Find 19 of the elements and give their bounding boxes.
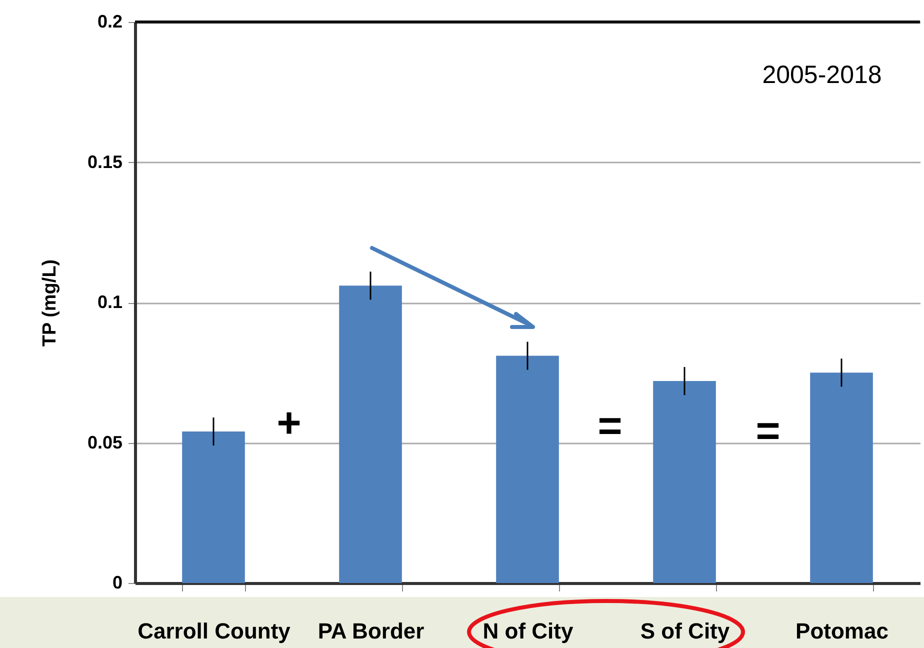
x-tick-label: PA Border — [318, 618, 425, 644]
annotation: = — [756, 407, 780, 454]
x-tick-label: Potomac — [796, 618, 888, 644]
x-tick-label: N of City — [482, 618, 574, 644]
annotation: + — [276, 399, 302, 446]
bar — [653, 381, 716, 583]
bar — [182, 432, 245, 583]
x-tick-label: Carroll County — [138, 618, 292, 644]
y-tick-label: 0.1 — [97, 292, 122, 312]
bar — [810, 372, 873, 583]
y-axis-title: TP (mg/L) — [39, 259, 60, 347]
annotation: 2005-2018 — [762, 61, 882, 89]
y-tick-label: 0.05 — [87, 432, 122, 452]
y-tick-label: 0 — [112, 572, 122, 592]
y-tick-label: 0.2 — [97, 12, 122, 32]
x-tick-label: S of City — [640, 618, 730, 644]
y-tick-label: 0.15 — [87, 152, 122, 172]
bar — [496, 356, 559, 583]
annotation: = — [598, 402, 622, 449]
